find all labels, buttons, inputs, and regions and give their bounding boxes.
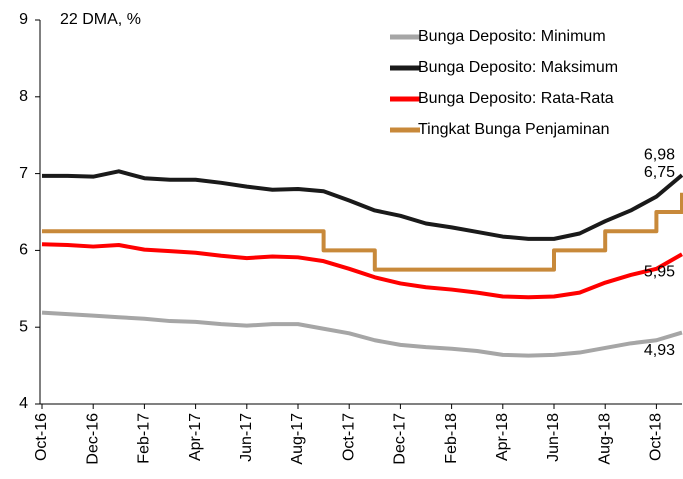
legend-label: Bunga Deposito: Rata-Rata	[418, 90, 614, 107]
legend-label: Tingkat Bunga Penjaminan	[418, 121, 610, 138]
x-tick-label: Oct-18	[648, 413, 665, 461]
y-tick-label: 7	[19, 165, 28, 182]
y-tick-label: 8	[19, 88, 28, 105]
legend-label: Bunga Deposito: Maksimum	[418, 59, 618, 76]
x-tick-label: Feb-17	[136, 413, 153, 464]
x-tick-label: Aug-17	[289, 413, 306, 465]
x-tick-label: Oct-16	[33, 413, 50, 461]
x-tick-label: Aug-18	[596, 413, 613, 465]
x-tick-label: Jun-17	[238, 413, 255, 462]
x-tick-label: Apr-17	[187, 413, 204, 461]
y-title: 22 DMA, %	[60, 11, 141, 28]
line	[42, 192, 683, 272]
end-label: 5,95	[644, 263, 675, 280]
x-tick-label: Jun-18	[545, 413, 562, 462]
x-tick-label: Apr-18	[494, 413, 511, 461]
x-tick-label: Dec-16	[84, 413, 101, 465]
y-tick-label: 4	[19, 395, 28, 412]
end-label: 4,93	[644, 342, 675, 359]
end-label: 6,75	[644, 164, 675, 181]
y-tick-label: 5	[19, 318, 28, 335]
y-tick-label: 6	[19, 242, 28, 259]
line	[41, 242, 683, 300]
y-tick-label: 9	[19, 11, 28, 28]
end-label: 6,98	[644, 146, 675, 163]
legend-label: Bunga Deposito: Minimum	[418, 28, 606, 45]
x-tick-label: Dec-17	[392, 413, 409, 465]
line	[41, 310, 683, 358]
line	[42, 169, 683, 241]
x-tick-label: Feb-18	[443, 413, 460, 464]
x-tick-label: Oct-17	[340, 413, 357, 461]
